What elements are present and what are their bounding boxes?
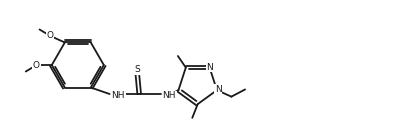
Text: N: N [215,85,222,94]
Text: N: N [206,63,213,72]
Text: O: O [47,31,54,40]
Text: S: S [134,65,140,74]
Text: NH: NH [111,91,125,100]
Text: O: O [33,60,40,70]
Text: NH: NH [162,91,176,100]
